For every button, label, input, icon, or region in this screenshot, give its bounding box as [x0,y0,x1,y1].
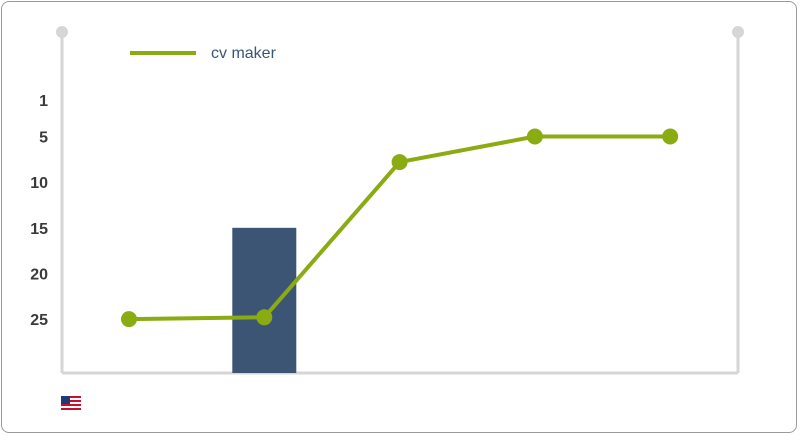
us-flag-icon [61,396,81,410]
y-tick-label: 20 [30,266,48,283]
data-point [256,309,273,326]
y-tick-label: 25 [30,312,48,329]
rank-bar [232,227,297,373]
axes [56,26,744,375]
data-point [526,128,543,145]
data-point [662,128,679,145]
axis-cap-left [56,26,68,38]
y-tick-label: 15 [30,221,48,238]
country-indicator: US [61,396,81,412]
data-point [121,311,137,328]
series-points [121,128,679,328]
y-tick-label: 1 [39,93,48,110]
data-point [391,154,408,171]
legend-label: cv maker [211,45,277,62]
legend: cv maker [130,45,277,62]
y-tick-label: 10 [30,175,48,192]
bars [232,227,297,373]
axis-cap-right [732,26,744,38]
y-tick-label: 5 [39,130,48,147]
